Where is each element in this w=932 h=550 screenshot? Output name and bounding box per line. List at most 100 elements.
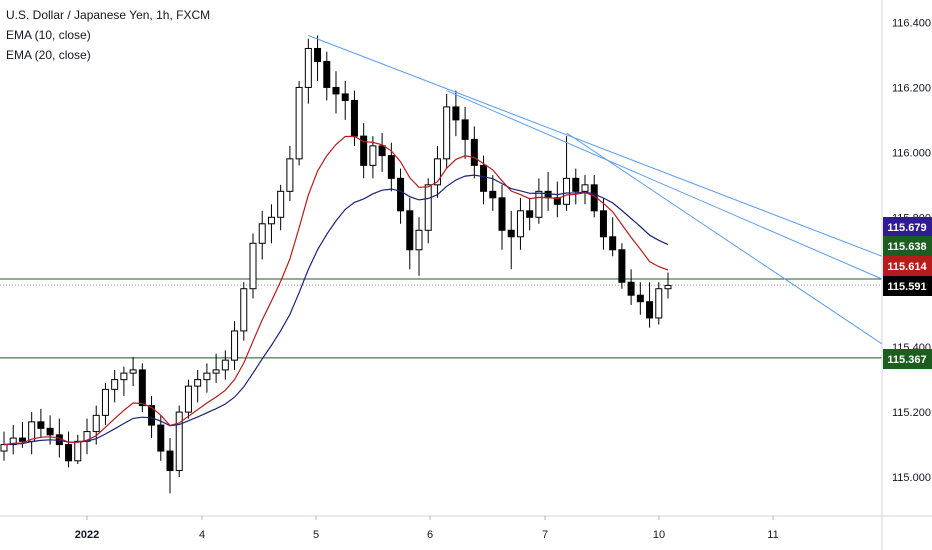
y-tick-label: 116.400 <box>892 17 931 29</box>
price-tag <box>883 276 932 296</box>
x-tick-label: 7 <box>542 529 548 541</box>
price-tag <box>883 349 932 369</box>
price-tag-value: 115.367 <box>887 354 926 366</box>
x-tick-label: 5 <box>313 529 319 541</box>
candle-body <box>157 424 165 452</box>
candle-body <box>111 379 119 390</box>
candle-body <box>526 210 534 218</box>
candle-body <box>489 190 497 199</box>
price-tag-value: 115.679 <box>887 222 926 234</box>
x-tick-label: 6 <box>427 529 433 541</box>
candle-body <box>553 197 561 205</box>
x-tick-label: 4 <box>199 529 205 541</box>
candle-body <box>277 190 285 218</box>
candle-body <box>369 145 377 166</box>
trendline-1 <box>308 35 883 257</box>
candle-body <box>18 437 26 442</box>
candle-body <box>609 236 617 251</box>
legend-ema10: EMA (10, close) <box>6 28 91 42</box>
candle-body <box>258 223 266 244</box>
candle-body <box>433 158 441 186</box>
candle-body <box>563 177 571 205</box>
candle-body <box>184 385 192 413</box>
candle-body <box>535 190 543 218</box>
candle-body <box>443 106 451 160</box>
y-tick-label: 115.200 <box>892 407 931 419</box>
price-tag <box>883 217 932 237</box>
candle-body <box>138 369 146 407</box>
candle-body <box>572 177 580 192</box>
candle-body <box>360 135 368 166</box>
candle-body <box>120 372 128 381</box>
candle-body <box>350 99 358 137</box>
ema-layer <box>3 135 669 446</box>
candle-body <box>470 138 478 166</box>
candle-body <box>544 190 552 199</box>
ema20-line <box>3 174 669 446</box>
price-tag-value: 115.591 <box>887 281 926 293</box>
candle-body <box>646 301 654 319</box>
horizontal-lines-layer <box>0 278 882 359</box>
candle-body <box>461 119 469 140</box>
candle-body <box>599 210 607 238</box>
candle-body <box>212 369 220 374</box>
candle-body <box>618 249 626 283</box>
candle-body <box>0 444 8 452</box>
x-tick-label: 11 <box>767 529 778 541</box>
candle-body <box>387 155 395 179</box>
candle-body <box>148 405 156 426</box>
candle-body <box>101 388 109 416</box>
trendlines-layer <box>308 35 883 345</box>
price-tag <box>883 256 932 276</box>
candle-body <box>92 414 100 433</box>
candle-body <box>516 210 524 238</box>
candle-body <box>166 450 174 472</box>
trendline-2 <box>446 90 883 280</box>
candle-body <box>65 444 73 462</box>
candle-body <box>498 197 506 231</box>
x-tick-label: 10 <box>653 529 665 541</box>
candle-body <box>581 184 589 192</box>
chart-legend: U.S. Dollar / Japanese Yen, 1h, FXCM EMA… <box>6 5 210 65</box>
candle-body <box>424 184 432 231</box>
candle-body <box>194 379 202 387</box>
candle-body <box>507 229 515 238</box>
candle-body <box>397 177 405 212</box>
candle-body <box>295 86 303 160</box>
candle-body <box>332 86 340 95</box>
candle-body <box>74 440 82 462</box>
candle-body <box>341 93 349 101</box>
candle-body <box>37 421 45 429</box>
candle-body <box>203 372 211 381</box>
candle-body <box>46 427 54 436</box>
candle-body <box>314 47 322 62</box>
candle-body <box>406 210 414 251</box>
legend-ema20: EMA (20, close) <box>6 48 91 62</box>
legend-title: U.S. Dollar / Japanese Yen, 1h, FXCM <box>6 8 211 22</box>
candle-body <box>378 145 386 157</box>
candle-body <box>240 288 248 332</box>
price-tag-value: 115.614 <box>887 261 927 273</box>
candle-body <box>627 281 635 296</box>
candle-body <box>452 106 460 121</box>
y-tick-label: 116.000 <box>892 147 931 159</box>
price-tag-value: 115.638 <box>887 241 926 253</box>
candle-body <box>231 330 239 361</box>
trendline-3 <box>566 132 883 345</box>
candle-body <box>249 242 257 290</box>
candle-body <box>175 411 183 472</box>
candle-body <box>221 359 229 371</box>
candle-body <box>323 60 331 88</box>
ema10-line <box>3 135 669 446</box>
candle-body <box>636 294 644 303</box>
candle-body <box>664 284 672 290</box>
candle-body <box>655 288 663 319</box>
y-tick-label: 115.000 <box>892 472 931 484</box>
y-tick-label: 116.200 <box>892 82 931 94</box>
candles-layer <box>0 35 672 494</box>
price-tag <box>883 236 932 256</box>
candle-body <box>415 229 423 251</box>
x-tick-label: 2022 <box>75 529 99 541</box>
